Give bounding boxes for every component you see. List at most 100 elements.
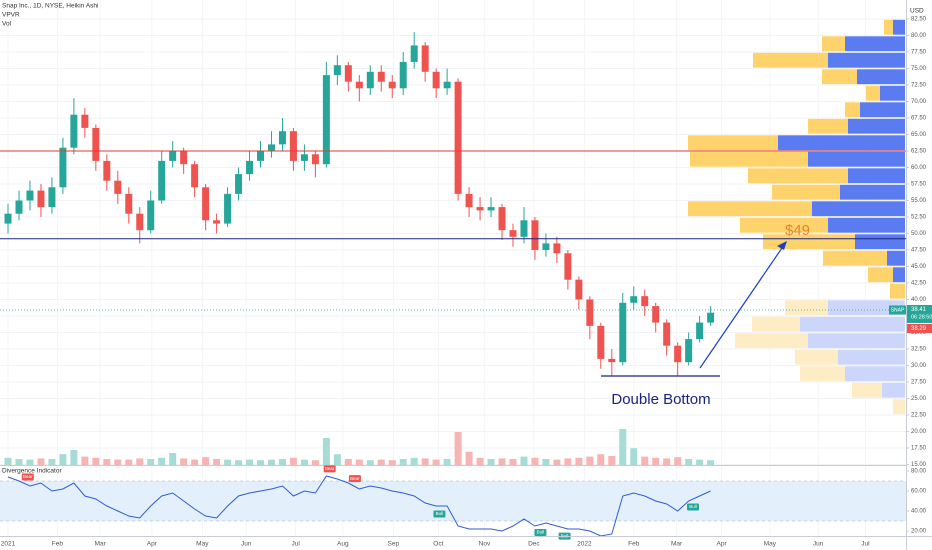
profile-down (808, 151, 905, 167)
band (0, 481, 906, 521)
volume-bar (586, 456, 594, 465)
volume-bar (136, 458, 144, 465)
profile-down (848, 168, 905, 184)
candle-body (476, 207, 484, 211)
volume-bar (608, 456, 616, 465)
candle-body (191, 164, 199, 188)
volume-bar (465, 451, 473, 465)
volume-bar (443, 459, 451, 465)
signal-label: Bear (23, 474, 33, 479)
candle-body (641, 296, 649, 307)
panel-title: Divergence Indicator (2, 468, 62, 475)
y-tick-label: 75.00 (911, 66, 927, 72)
volume-bar (300, 459, 308, 465)
volume-bar (542, 459, 550, 465)
candle-body (213, 220, 221, 224)
y-tick-label: 15.00 (911, 462, 927, 468)
profile-up (785, 300, 828, 316)
x-tick-label: Mar (671, 541, 683, 548)
volume-bar (509, 459, 517, 465)
y-tick-label: 55.00 (911, 198, 927, 204)
y-tick-label: 62.50 (911, 149, 927, 155)
volume-bar (114, 459, 122, 465)
volume-bar (432, 459, 440, 465)
signal-label: Bear (325, 466, 335, 471)
volume-bar (377, 459, 385, 465)
candle-body (257, 150, 265, 161)
profile-down (845, 366, 905, 382)
candle-body (59, 147, 67, 188)
y-tick-label: 77.50 (911, 50, 927, 56)
profile-up (893, 399, 905, 415)
arrow-head (777, 241, 787, 250)
x-tick-label: May (764, 541, 777, 548)
y-tick-label: 47.50 (911, 248, 927, 254)
candle-body (542, 243, 550, 250)
candle-body (311, 154, 319, 165)
profile-up (763, 234, 855, 250)
candle-body (421, 45, 429, 72)
candle-body (685, 339, 693, 363)
chart-title: Snap Inc., 1D, NYSE, Heikin Ashi (2, 3, 98, 10)
volume-bar (246, 459, 254, 465)
prev-tag (907, 323, 932, 333)
profile-up (735, 333, 808, 349)
candle-body (202, 187, 210, 221)
x-tick-label: 2022 (577, 541, 592, 548)
profile-up (740, 217, 828, 233)
candle-body (696, 322, 704, 340)
profile-up (688, 201, 812, 217)
profile-down (828, 300, 905, 316)
volume-bar (388, 460, 396, 465)
candle-body (509, 230, 517, 237)
signal-tag (348, 475, 361, 483)
y-tick-label: 65.00 (911, 132, 927, 138)
y-tick-label: 27.50 (911, 380, 927, 386)
candle-body (531, 220, 539, 250)
volume-bar (652, 457, 660, 465)
volume-bar (553, 459, 561, 465)
candle-body (652, 306, 660, 323)
y-tick-label: 17.50 (911, 446, 927, 452)
volume-bar (169, 453, 177, 465)
candle-body (575, 279, 583, 300)
candle-body (707, 312, 715, 323)
volume-bar (619, 429, 627, 465)
candle-body (399, 61, 407, 89)
profile-up (822, 69, 857, 85)
candle-body (158, 160, 166, 201)
volume-bar (641, 456, 649, 465)
candle-body (366, 71, 374, 89)
volume-bar (224, 459, 232, 465)
candle-body (278, 131, 286, 145)
candle-body (48, 187, 56, 208)
signal-tag (687, 503, 700, 511)
y-tick-label: 80.00 (911, 469, 927, 475)
volume-bar (663, 458, 671, 465)
y-tick-label: 20.00 (911, 429, 927, 435)
volume-bar (70, 450, 78, 465)
x-tick-label: Aug (337, 541, 349, 548)
profile-up (688, 135, 778, 151)
profile-up (845, 102, 860, 118)
volume-profile (688, 19, 905, 415)
volume-bar (564, 458, 572, 465)
volume-bar (158, 457, 166, 465)
signal-label: Bull (537, 530, 545, 535)
profile-up (752, 316, 800, 332)
volume-bar (125, 459, 133, 465)
volume-bar (37, 458, 45, 465)
candle-body (663, 322, 671, 346)
volume-bar (202, 457, 210, 465)
x-tick-label: Apr (717, 541, 728, 548)
signal-label: Bear (350, 476, 360, 481)
candle-body (586, 299, 594, 326)
candle-body (136, 213, 144, 231)
volume-bar (267, 459, 275, 465)
profile-down (828, 217, 905, 233)
profile-up (868, 267, 893, 283)
x-tick-label: Oct (433, 541, 443, 548)
signal-tag (21, 473, 34, 481)
x-tick-label: Nov (479, 541, 491, 548)
